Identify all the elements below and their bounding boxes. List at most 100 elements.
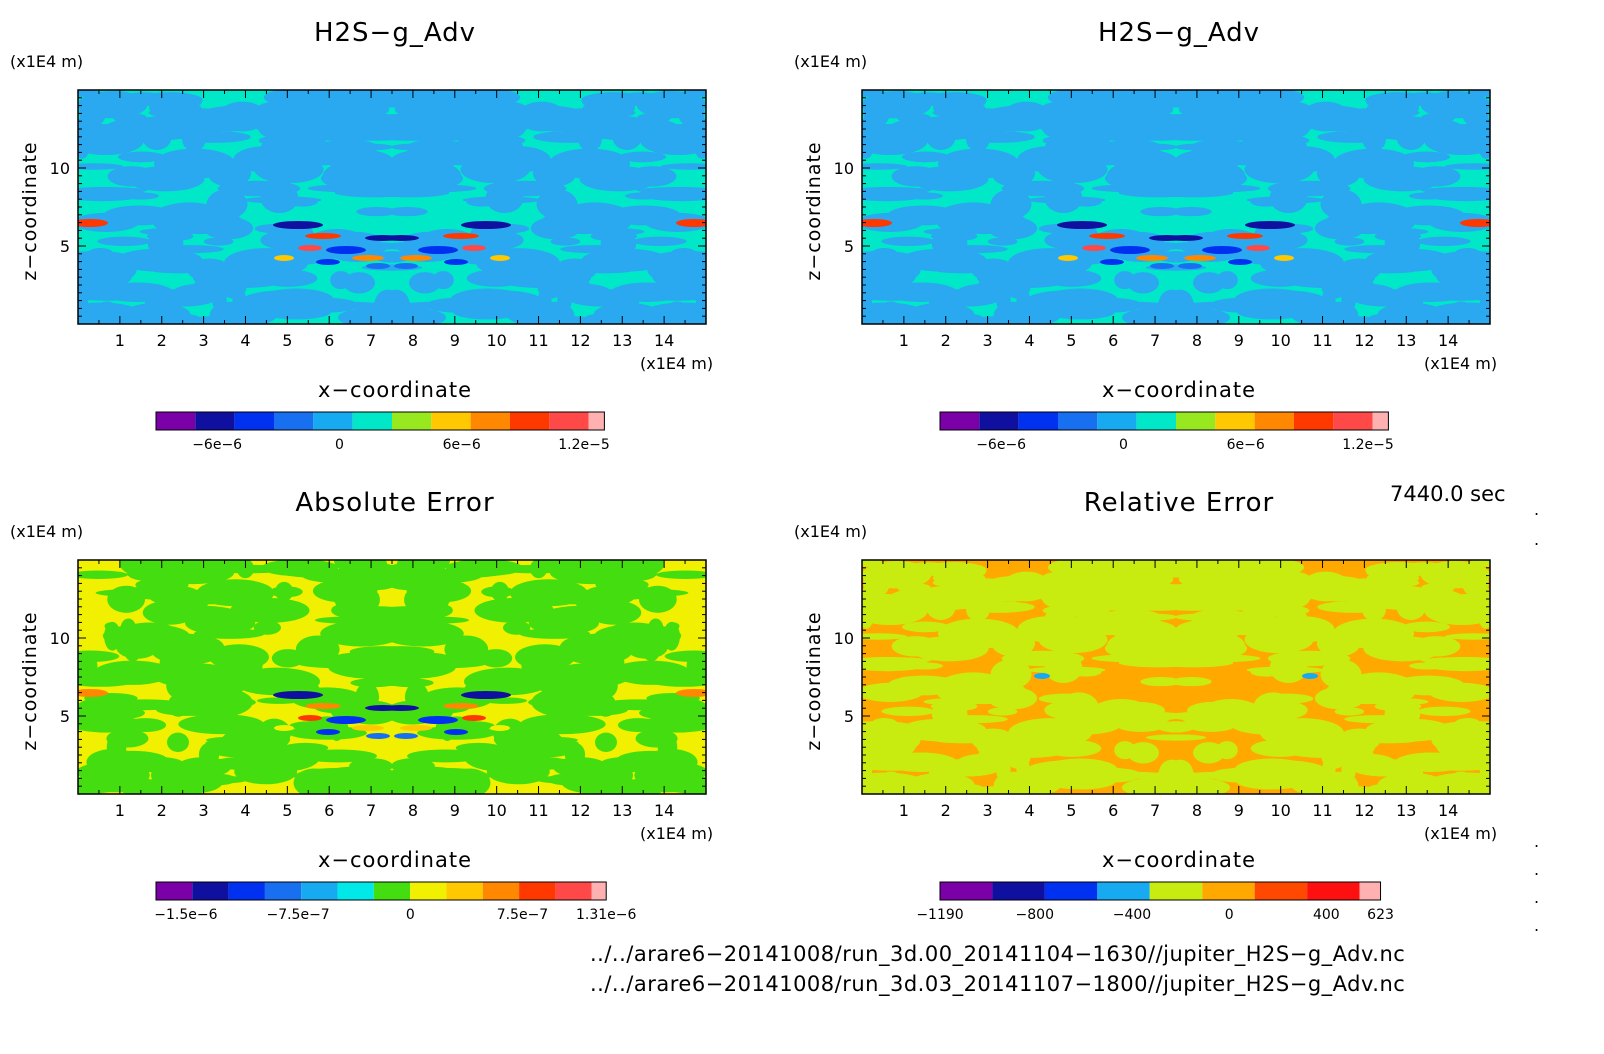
field-patch [1416, 706, 1471, 716]
field-patch [1164, 119, 1200, 130]
field-patch [936, 672, 1010, 703]
x-axis-label: x−coordinate [317, 848, 473, 872]
field-feature [418, 246, 458, 254]
field-patch [1420, 582, 1455, 594]
field-patch [930, 231, 978, 242]
field-patch [862, 163, 907, 170]
y-unit-label: (x1E4 m) [10, 522, 84, 541]
field-patch [98, 751, 117, 772]
field-patch [520, 714, 606, 735]
field-feature [78, 219, 108, 227]
field-feature [418, 716, 458, 724]
field-feature [1460, 219, 1490, 227]
field-patch [638, 187, 706, 202]
field-feature [862, 219, 892, 227]
field-patch [1255, 697, 1270, 714]
field-patch [107, 166, 156, 187]
field-patch [1412, 636, 1461, 657]
field-patch [661, 163, 706, 170]
field-feature [316, 259, 340, 265]
chart-title: Relative Error [1083, 488, 1275, 518]
field-patch [411, 184, 432, 196]
field-patch [1404, 562, 1444, 574]
colorbar-swatch [555, 882, 592, 900]
field-feature [326, 246, 366, 254]
field-patch [940, 715, 1008, 724]
field-patch [1160, 131, 1232, 141]
field-patch [445, 102, 525, 123]
field-patch [253, 620, 281, 635]
colorbar-tick-label: −6e−6 [976, 437, 1026, 453]
field-feature [1227, 233, 1263, 239]
field-patch [234, 758, 298, 785]
field-patch [481, 586, 515, 598]
field-patch [871, 683, 929, 694]
colorbar-swatch [264, 882, 302, 900]
field-patch [1001, 650, 1085, 667]
field-patch [1166, 289, 1194, 320]
field-patch [647, 257, 706, 284]
field-patch [269, 586, 303, 598]
x-tick-label: 13 [612, 801, 632, 820]
dot-marker: . [1534, 860, 1540, 879]
field-patch [862, 269, 875, 288]
field-patch [656, 251, 706, 261]
field-patch [375, 617, 435, 633]
field-patch [886, 587, 969, 613]
field-patch [448, 246, 529, 265]
field-feature [676, 689, 706, 697]
field-patch [1114, 741, 1136, 760]
field-patch [1477, 739, 1490, 758]
field-patch [1195, 654, 1216, 666]
colorbar-swatch [1058, 412, 1098, 430]
field-patch [1332, 618, 1414, 649]
x-tick-label: 13 [1396, 801, 1416, 820]
field-patch [1042, 288, 1118, 312]
field-feature [305, 233, 341, 239]
field-feature [366, 263, 390, 269]
field-patch [348, 143, 394, 151]
field-patch [862, 633, 907, 640]
field-patch [586, 642, 607, 671]
field-patch [1132, 143, 1178, 151]
field-patch [286, 141, 363, 166]
x-tick-label: 4 [1024, 331, 1034, 350]
field-patch [862, 721, 912, 731]
field-patch [971, 258, 1015, 282]
field-patch [599, 117, 682, 143]
field-patch [154, 148, 236, 179]
x-tick-label: 3 [983, 801, 993, 820]
field-patch [1422, 657, 1490, 672]
field-feature [366, 733, 390, 739]
field-patch [1035, 618, 1103, 631]
field-patch [1417, 283, 1490, 301]
field-patch [391, 167, 463, 190]
field-patch [219, 581, 275, 606]
colorbar-swatch [1136, 412, 1176, 430]
field-patch [113, 112, 148, 124]
field-patch [1114, 271, 1136, 290]
colorbar-swatch [446, 882, 483, 900]
field-patch [1170, 677, 1212, 687]
field-patch [602, 663, 654, 672]
field-patch [382, 289, 410, 320]
field-patch [644, 671, 706, 687]
colorbar-swatch [392, 412, 432, 430]
y-tick-label: 10 [50, 159, 70, 178]
x-tick-label: 12 [1354, 801, 1374, 820]
field-patch [1043, 572, 1123, 593]
field-patch [1035, 148, 1103, 161]
chart-title: H2S−g_Adv [1097, 18, 1261, 48]
x-tick-label: 14 [654, 801, 674, 820]
field-patch [1249, 618, 1317, 631]
colorbar-swatch [1044, 882, 1098, 900]
colorbar-swatch [1149, 882, 1203, 900]
field-patch [509, 581, 565, 606]
x-tick-label: 8 [1192, 331, 1202, 350]
field-patch [550, 228, 577, 238]
field-patch [1344, 245, 1412, 254]
field-patch [938, 618, 1020, 649]
field-patch [380, 119, 416, 130]
y-tick-label: 10 [834, 159, 854, 178]
